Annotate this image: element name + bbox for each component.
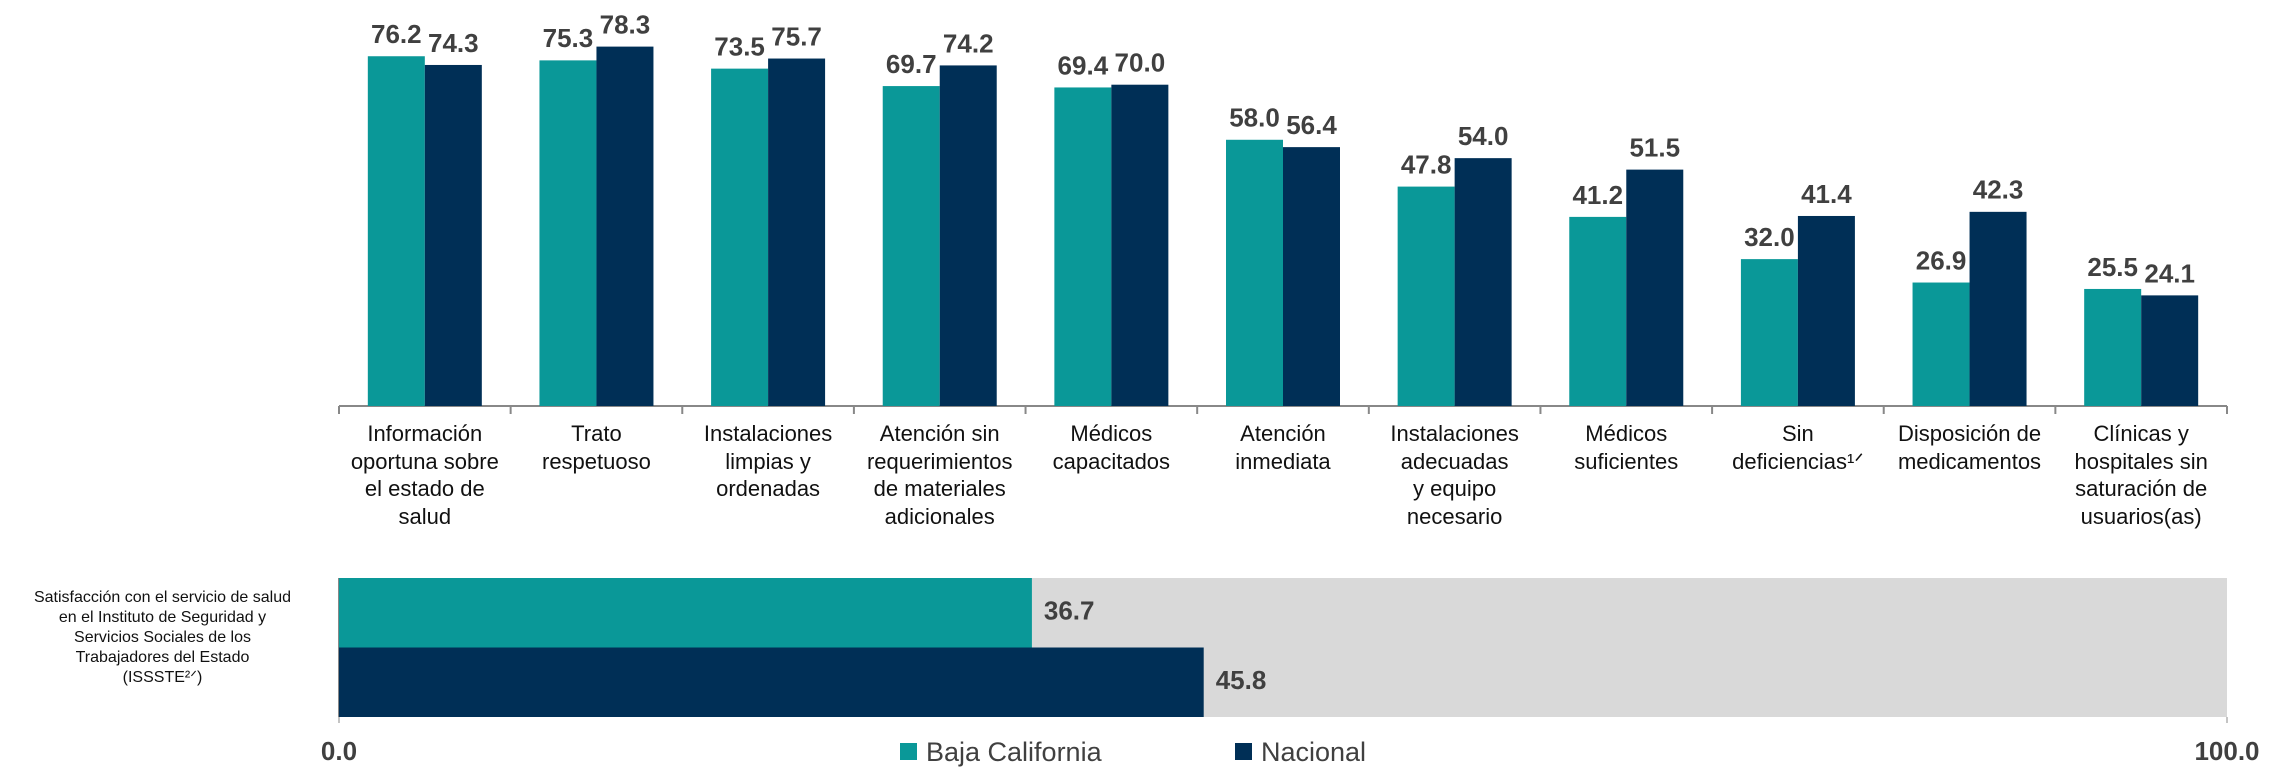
- bar: [1740, 259, 1798, 406]
- x-tick-label: Médicos suficientes: [1574, 421, 1679, 474]
- value-label: 32.0: [1744, 222, 1795, 252]
- value-label: 75.7: [771, 21, 822, 51]
- legend-label: Baja California: [926, 737, 1103, 767]
- value-label: 42.3: [1973, 175, 2024, 205]
- x-tick-label: Clínicas y hospitales sin saturación de …: [2074, 421, 2208, 529]
- value-label: 24.1: [2144, 258, 2195, 288]
- x-tick-label: 0.0: [321, 736, 357, 766]
- bar: [1283, 147, 1340, 406]
- x-tick-label: Información oportuna sobre el estado de …: [350, 421, 499, 529]
- value-label: 58.0: [1229, 103, 1280, 133]
- value-label: 51.5: [1629, 132, 1680, 162]
- x-tick-label: 100.0: [2194, 736, 2259, 766]
- value-label: 73.5: [714, 32, 765, 62]
- bar: [1912, 282, 1970, 406]
- bar: [882, 86, 940, 407]
- x-tick-label: Instalaciones limpias y ordenadas: [703, 421, 833, 501]
- value-label: 47.8: [1401, 149, 1452, 179]
- bar: [2141, 295, 2199, 406]
- value-label: 70.0: [1115, 48, 1166, 78]
- bar: [596, 46, 654, 407]
- bar: [1969, 211, 2027, 406]
- legend-swatch: [1235, 743, 1252, 760]
- value-label: 26.9: [1916, 245, 1967, 275]
- value-label: 76.2: [371, 19, 422, 49]
- bar: [1626, 169, 1684, 406]
- bar: [424, 64, 482, 406]
- bar: [1797, 215, 1855, 406]
- x-tick-label: Disposición de medicamentos: [1897, 421, 2042, 474]
- x-tick-label: Atención inmediata: [1235, 421, 1331, 474]
- bar: [1454, 158, 1512, 406]
- bar: [339, 578, 1032, 648]
- value-label: 25.5: [2087, 252, 2138, 282]
- value-label: 74.2: [943, 28, 994, 58]
- x-tick-label: Trato respetuoso: [542, 421, 651, 474]
- value-label: 41.4: [1801, 179, 1852, 209]
- y-tick-label: Satisfacción con el servicio de salud en…: [33, 589, 292, 686]
- value-label: 54.0: [1458, 121, 1509, 151]
- bar: [711, 68, 769, 406]
- value-label: 41.2: [1572, 180, 1623, 210]
- value-label: 69.7: [886, 49, 937, 79]
- bar: [1397, 186, 1455, 406]
- bar: [1054, 87, 1112, 406]
- bar: [768, 58, 826, 407]
- bar: [1569, 216, 1627, 406]
- x-tick-label: Sin deficiencias¹ᐟ: [1732, 421, 1864, 474]
- value-label: 78.3: [600, 9, 651, 39]
- legend-swatch: [900, 743, 917, 760]
- bar: [539, 60, 597, 407]
- bar: [1111, 84, 1169, 406]
- x-tick-label: Atención sin requerimientos de materiale…: [866, 421, 1013, 529]
- bar: [1226, 139, 1283, 406]
- value-label: 69.4: [1058, 50, 1109, 80]
- value-label: 74.3: [428, 28, 479, 58]
- value-label: 56.4: [1286, 110, 1337, 140]
- value-label: 45.8: [1216, 665, 1267, 695]
- bar: [2084, 288, 2142, 406]
- value-label: 75.3: [543, 23, 594, 53]
- bar: [339, 647, 1204, 717]
- x-tick-label: Médicos capacitados: [1052, 421, 1171, 474]
- x-tick-label: Instalaciones adecuadas y equipo necesar…: [1390, 421, 1519, 529]
- bar: [939, 65, 997, 406]
- value-label: 36.7: [1044, 596, 1095, 626]
- legend-label: Nacional: [1261, 737, 1366, 767]
- bar: [367, 56, 425, 406]
